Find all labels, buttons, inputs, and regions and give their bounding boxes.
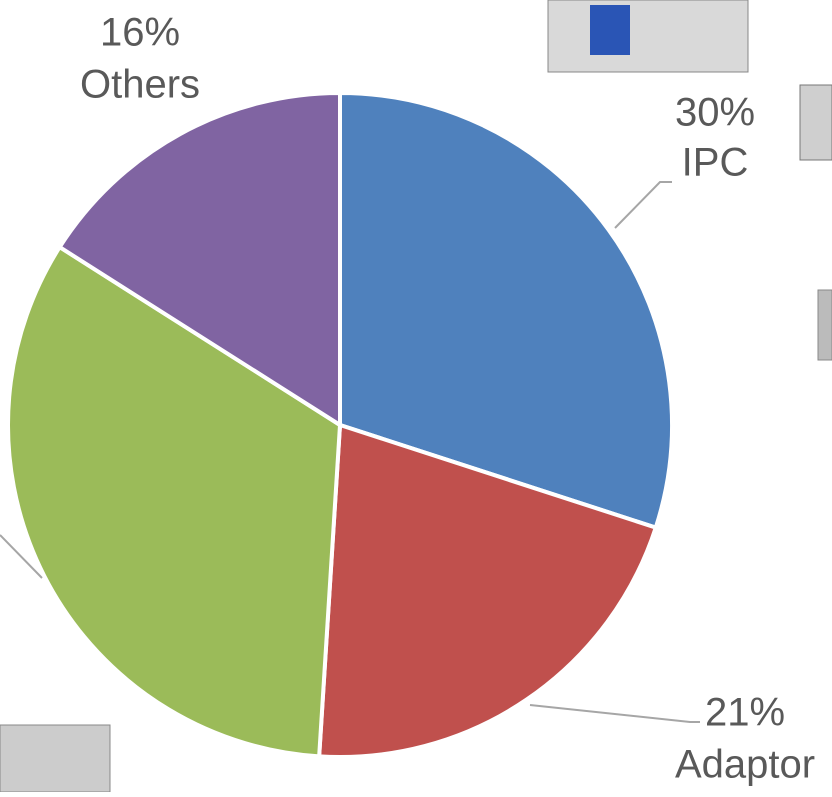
pie-slice [338, 90, 674, 531]
value-label: 21% [705, 691, 785, 735]
leader-line [0, 534, 43, 579]
leader-lines [0, 181, 700, 723]
product-photo [817, 289, 832, 361]
product-photo [547, 0, 749, 73]
category-label: Others [80, 63, 200, 107]
leader-line [614, 181, 672, 229]
product-photo [799, 84, 832, 161]
product-photo [0, 724, 111, 793]
leader-line [529, 704, 700, 723]
pie-slice [56, 90, 342, 429]
category-label: IPC [682, 141, 749, 185]
pie [6, 90, 674, 759]
product-photo [590, 5, 630, 55]
value-label: 16% [100, 11, 180, 55]
category-label: Adaptor [675, 743, 815, 787]
pie-slice [317, 422, 659, 759]
value-label: 30% [675, 91, 755, 135]
